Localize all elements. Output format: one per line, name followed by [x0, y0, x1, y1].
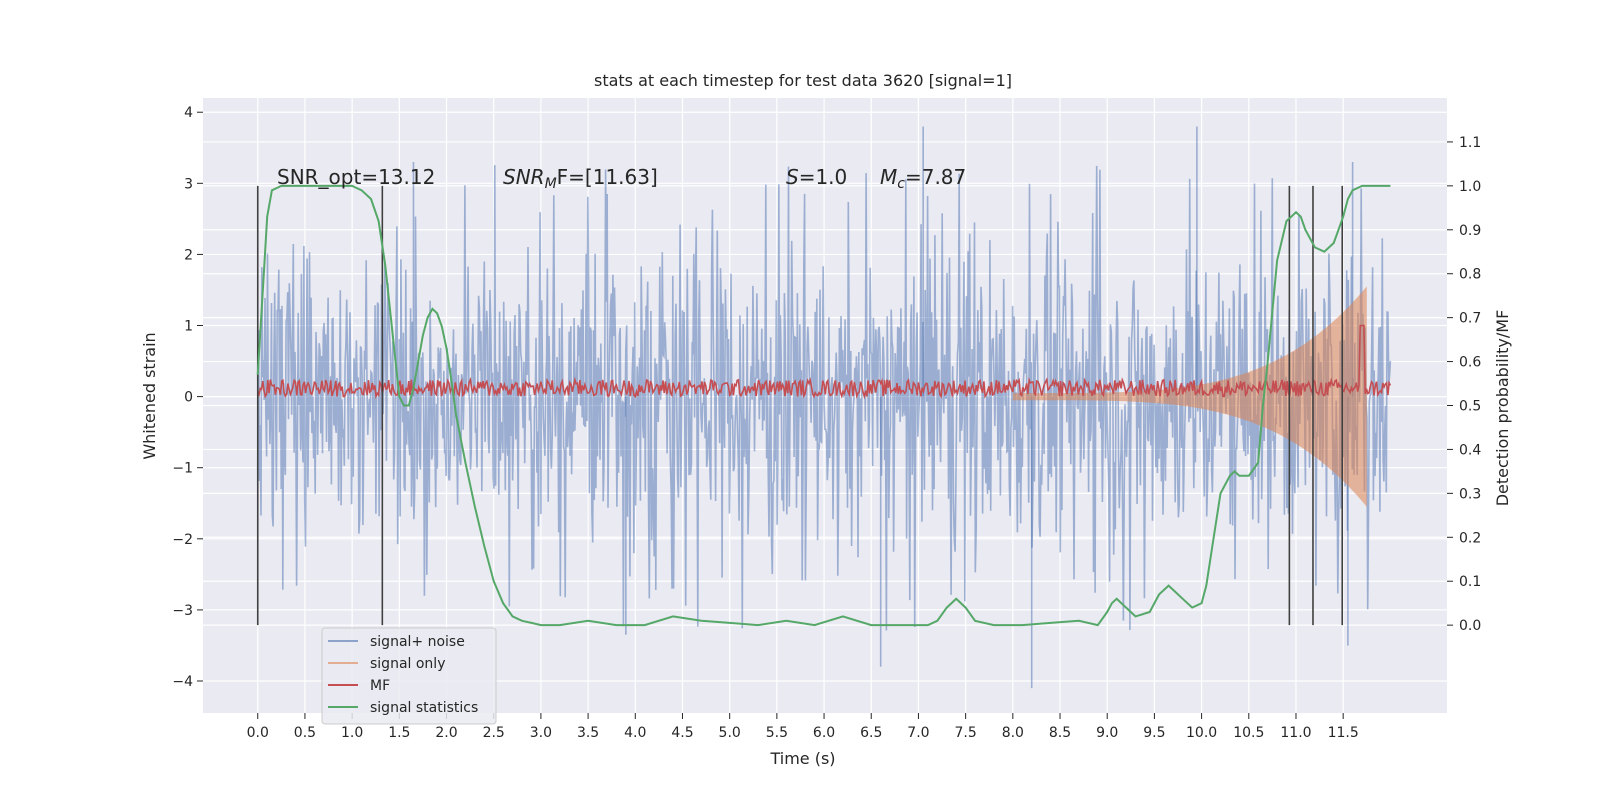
x-tick-label: 1.5 [388, 725, 410, 741]
y-left-tick-label: 4 [184, 105, 193, 121]
x-tick-label: 6.0 [813, 725, 835, 741]
y-right-tick-label: 0.8 [1459, 267, 1481, 283]
x-tick-label: 11.0 [1280, 725, 1311, 741]
y-right-tick-label: 0.9 [1459, 223, 1481, 239]
x-tick-label: 2.5 [483, 725, 505, 741]
legend-label-noise: signal+ noise [370, 634, 465, 650]
x-tick-label: 7.0 [907, 725, 929, 741]
x-tick-label: 4.5 [671, 725, 693, 741]
legend-label-mf: MF [370, 678, 390, 694]
y-right-tick-label: 0.0 [1459, 618, 1481, 634]
x-tick-label: 10.5 [1233, 725, 1264, 741]
legend: signal+ noise signal only MF signal stat… [321, 627, 497, 725]
y-right-tick-label: 0.7 [1459, 311, 1481, 327]
annotations: SNR_opt=13.12 SNRMF=[11.63] S=1.0 Mc=7.8… [277, 165, 966, 192]
y-left-tick-label: 0 [184, 390, 193, 406]
annotation-snr-opt: SNR_opt=13.12 [277, 165, 435, 189]
x-tick-label: 8.0 [1002, 725, 1024, 741]
x-tick-label: 5.5 [766, 725, 788, 741]
x-tick-label: 2.0 [435, 725, 457, 741]
y-axis-right-label: Detection probability/MF [1493, 310, 1512, 507]
y-right-tick-label: 0.1 [1459, 574, 1481, 590]
y-left-tick-label: 1 [184, 319, 193, 335]
x-tick-label: 3.0 [530, 725, 552, 741]
x-tick-label: 9.0 [1096, 725, 1118, 741]
y-right-tick-label: 0.6 [1459, 355, 1481, 371]
vertical-marker-lines [256, 185, 1344, 626]
y-right-tick-label: 0.3 [1459, 486, 1481, 502]
annotation-snr-mf: SNRMF=[11.63] [503, 165, 658, 192]
y-left-tick-label: −4 [172, 674, 193, 690]
y-axis-left-ticks: −4 −3 −2 −1 0 1 2 3 4 [172, 105, 203, 690]
y-right-tick-label: 0.5 [1459, 399, 1481, 415]
x-tick-label: 10.0 [1186, 725, 1217, 741]
signal-statistics-line [256, 184, 1391, 627]
mf-line [256, 324, 1392, 400]
mf-series [256, 324, 1392, 400]
x-tick-label: 9.5 [1143, 725, 1165, 741]
y-axis-right-ticks: 0.0 0.1 0.2 0.3 0.4 0.5 0.6 0.7 0.8 0.9 1.0 1.1 [1447, 135, 1481, 634]
y-right-tick-label: 1.0 [1459, 179, 1481, 195]
signal-statistics-series [256, 184, 1391, 627]
chart-title: stats at each timestep for test data 362… [594, 71, 1012, 90]
x-tick-label: 8.5 [1049, 725, 1071, 741]
y-left-tick-label: −1 [172, 461, 193, 477]
legend-box [321, 627, 497, 725]
x-tick-label: 7.5 [955, 725, 977, 741]
x-tick-label: 3.5 [577, 725, 599, 741]
x-tick-label: 4.0 [624, 725, 646, 741]
y-left-tick-label: −2 [172, 532, 193, 548]
legend-label-signal: signal only [370, 656, 445, 672]
y-left-tick-label: 2 [184, 247, 193, 263]
x-tick-label: 11.5 [1328, 725, 1359, 741]
y-left-tick-label: 3 [184, 176, 193, 192]
y-axis-left-label: Whitened strain [140, 332, 159, 459]
legend-label-stats: signal statistics [370, 700, 478, 716]
y-right-tick-label: 0.2 [1459, 530, 1481, 546]
x-axis-ticks: 0.0 0.5 1.0 1.5 2.0 2.5 3.0 3.5 4.0 4.5 5.0 5.5 6.0 6… [247, 713, 1359, 741]
y-right-tick-label: 1.1 [1459, 135, 1481, 151]
x-tick-label: 6.5 [860, 725, 882, 741]
x-axis-label: Time (s) [769, 749, 835, 768]
annotation-s: S=1.0 [786, 165, 847, 189]
x-tick-label: 1.0 [341, 725, 363, 741]
signal-only-series [1012, 286, 1367, 507]
signal-only-envelope [1012, 286, 1367, 507]
y-left-tick-label: −3 [172, 603, 193, 619]
x-tick-label: 0.5 [294, 725, 316, 741]
y-right-tick-label: 0.4 [1459, 442, 1481, 458]
annotation-mc: Mc=7.87 [880, 165, 966, 192]
x-tick-label: 0.0 [247, 725, 269, 741]
x-tick-label: 5.0 [719, 725, 741, 741]
